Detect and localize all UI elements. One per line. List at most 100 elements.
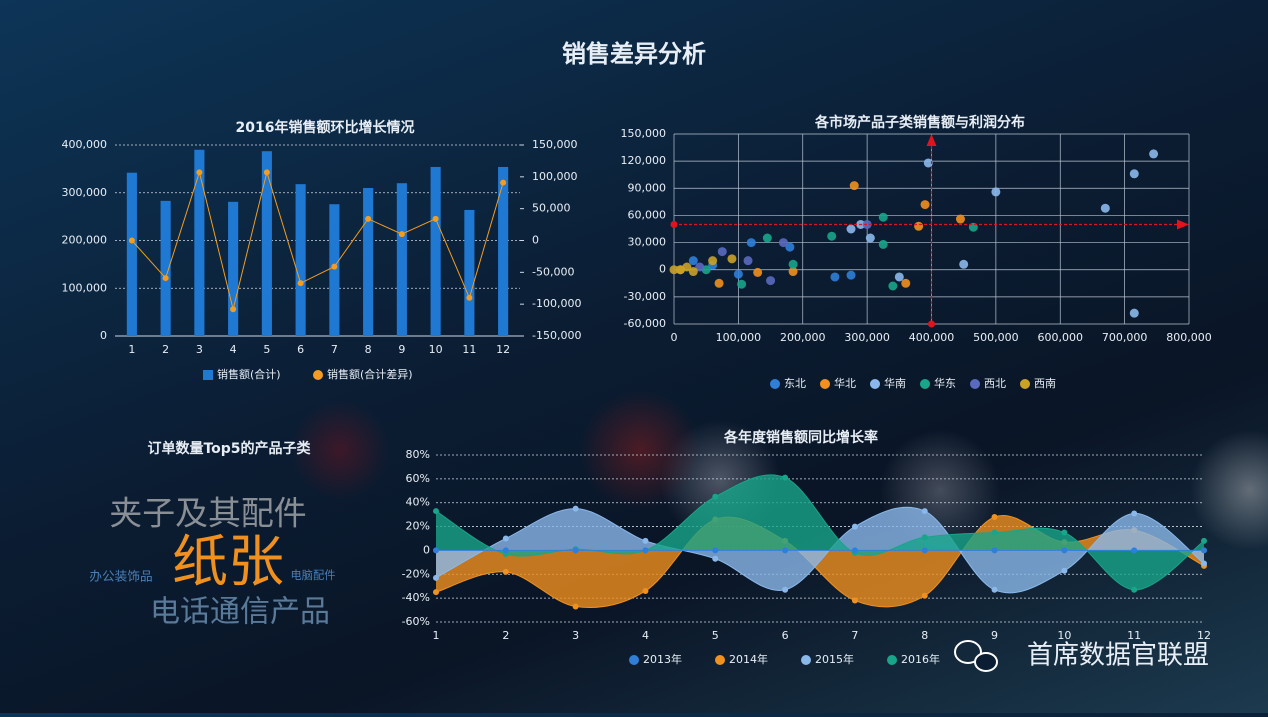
line-point [433,508,439,515]
legend-marker [870,379,880,389]
line-point [196,169,203,176]
line-point [1201,547,1207,554]
line-point [466,294,473,301]
scatter-point [727,254,737,264]
scatter-point [878,239,888,249]
scatter-point [901,278,911,288]
line-point [782,474,789,481]
y-tick-label: 300,000 [62,186,108,199]
line-point [712,493,719,500]
legend-marker [801,655,811,665]
line-point [712,555,719,562]
x-tick-label: 10 [1057,629,1071,642]
y-tick-label: -20% [402,567,430,580]
line-point [432,215,439,222]
scatter-point [688,256,698,266]
scatter-point [753,267,763,277]
line [131,170,504,310]
legend-marker [715,655,725,665]
line-point [297,280,304,287]
scatter-point [688,267,698,277]
legend-label: 2014年 [729,652,768,666]
scatter-point [923,158,933,168]
legend-label: 2016年 [901,652,940,666]
scatter-point [717,247,727,257]
line-point [642,587,649,594]
y-tick-label: 0 [659,263,666,276]
line-point [1131,510,1138,517]
x-tick-label: 9 [398,343,405,356]
line-point [782,547,789,554]
bar [430,166,441,336]
page-title: 销售差异分析 [562,40,706,68]
y2-tick-label: 0 [532,234,539,247]
line-point [263,169,270,176]
y-tick-label: 80% [406,448,430,461]
chart-title: 各市场产品子类销售额与利润分布 [814,114,1025,131]
x-tick-label: 5 [263,343,270,356]
scatter-point [955,214,965,224]
scatter-point [920,200,930,210]
scatter-point [830,272,840,282]
legend-marker [920,379,930,389]
scatter-point [743,256,753,266]
word: 办公装饰品 [89,569,152,584]
scatter-point [714,278,724,288]
scatter-point [991,187,1001,197]
legend-marker [203,370,213,380]
legend-label: 东北 [784,377,806,390]
y-tick-label: 60% [406,472,430,485]
scatter-point [1149,149,1159,159]
legend-label: 2015年 [815,652,854,666]
y-tick-label: 90,000 [628,181,667,194]
legend-label: 西北 [984,377,1006,390]
line-point [433,589,439,596]
x-tick-label: 3 [572,629,579,642]
scatter-point [695,262,705,272]
scatter-point [846,224,856,234]
line-point [502,547,509,554]
bar [160,200,171,336]
scatter-point [849,181,859,191]
watermark: 首席数据官联盟 [1027,641,1209,671]
x-tick-label: 5 [712,629,719,642]
line-point [1201,537,1207,544]
scatter-point [914,221,924,231]
y-tick-label: 60,000 [628,208,667,221]
bar [228,201,239,336]
y-tick-label: 200,000 [62,234,108,247]
x-tick-label: 4 [230,343,237,356]
scatter-point [737,279,747,289]
bar [295,184,306,336]
y-tick-label: 40% [406,496,430,509]
line-point [331,263,338,270]
scatter-point [785,242,795,252]
bar [126,172,137,336]
x-tick-label: 9 [991,629,998,642]
y2-tick-label: -100,000 [532,297,581,310]
line-point [500,179,507,186]
y-tick-label: 120,000 [621,154,667,167]
x-tick-label: 6 [297,343,304,356]
y2-tick-label: 100,000 [532,170,578,183]
line-point [991,547,998,554]
line-point [921,547,928,554]
scatter-point [827,231,837,241]
legend-label: 2013年 [643,652,682,666]
bar [464,209,475,336]
y-tick-label: 100,000 [62,281,108,294]
x-tick-label: 2 [502,629,509,642]
y-tick-label: 150,000 [621,127,667,140]
line-point [502,535,509,542]
line-point [1201,560,1207,567]
y-tick-label: 0 [100,329,107,342]
x-tick-label: 6 [782,629,789,642]
legend-marker [887,655,897,665]
legend-label: 华东 [934,376,956,390]
x-tick-label: 2 [162,343,169,356]
legend-label: 销售额(合计) [217,367,281,381]
x-tick-label: 7 [331,343,338,356]
line-point [433,574,439,581]
x-tick-label: 3 [196,343,203,356]
